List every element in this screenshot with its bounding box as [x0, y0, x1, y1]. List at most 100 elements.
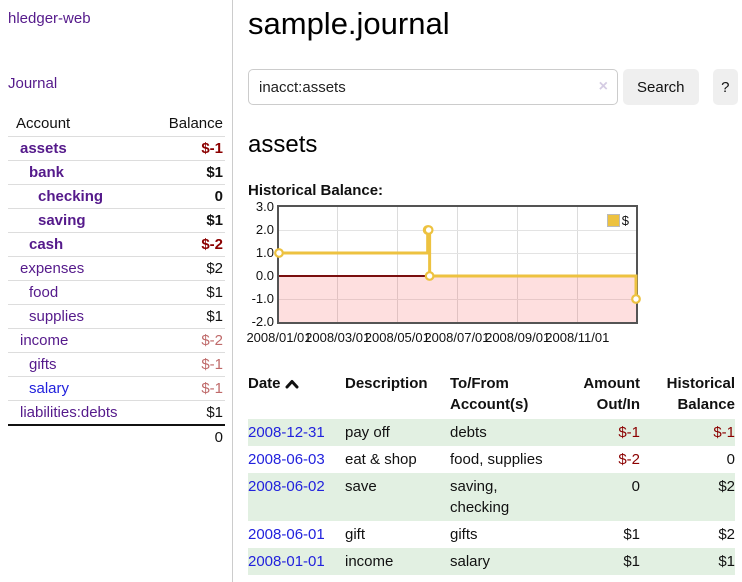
account-row: supplies $1 — [8, 304, 225, 329]
transaction-date-link[interactable]: 2008-12-31 — [248, 424, 325, 441]
x-axis-tick-label: 2008/09/01 — [485, 330, 551, 345]
account-row: checking 0 — [8, 184, 225, 209]
register-row[interactable]: 2008-06-03 eat & shop food, supplies $-2 0 — [248, 446, 735, 473]
transaction-amount: $-2 — [618, 451, 640, 468]
register-row[interactable]: 2008-06-01 gift gifts $1 $2 — [248, 521, 735, 548]
account-balance: $1 — [148, 160, 225, 185]
y-axis-tick-label: 3.0 — [255, 199, 274, 214]
sidebar: hledger-web Journal Account Balance asse… — [0, 0, 233, 582]
transaction-description: pay off — [345, 424, 390, 441]
account-row: food $1 — [8, 280, 225, 305]
register-header-accounts[interactable]: To/From Account(s) — [450, 375, 529, 413]
transaction-description: gift — [345, 526, 366, 543]
account-row: bank $1 — [8, 160, 225, 185]
account-balance: $1 — [148, 208, 225, 233]
account-row: gifts $-1 — [8, 352, 225, 377]
chart-title: Historical Balance: — [248, 182, 384, 199]
account-row: salary $-1 — [8, 376, 225, 401]
chart-data-point — [631, 294, 641, 304]
account-link[interactable]: income — [20, 332, 69, 349]
page-title: sample.journal — [248, 6, 450, 41]
account-link[interactable]: expenses — [20, 260, 85, 277]
x-axis-tick-label: 2008/05/01 — [364, 330, 430, 345]
register-header-description[interactable]: Description — [345, 375, 428, 392]
account-link[interactable]: gifts — [29, 356, 57, 373]
register-table: Date Description To/From Account(s) Amou… — [248, 371, 735, 575]
transaction-accounts: gifts — [450, 526, 478, 543]
transaction-balance: $1 — [718, 553, 735, 570]
register-header-date[interactable]: Date — [248, 371, 345, 419]
account-balance: $1 — [148, 280, 225, 305]
chart-plot-area: $ — [274, 205, 641, 324]
account-balance: $-1 — [148, 352, 225, 377]
sidebar-item-journal[interactable]: Journal — [8, 75, 58, 92]
register-row[interactable]: 2008-12-31 pay off debts $-1 $-1 — [248, 419, 735, 446]
account-link[interactable]: bank — [29, 164, 65, 181]
account-row: saving $1 — [8, 208, 225, 233]
transaction-date-link[interactable]: 2008-06-01 — [248, 526, 325, 543]
historical-balance-chart: $ 3.0 2.0 1.0 0.0 -1.0 -2.0 2008/01/01 2008/03… — [246, 199, 648, 355]
y-axis-tick-label: 0.0 — [255, 268, 274, 283]
accounts-table: Account Balance assets $-1 bank $1 checking 0… — [8, 112, 225, 449]
chart-legend: $ — [606, 213, 629, 228]
accounts-total-value: 0 — [148, 424, 225, 449]
register-row[interactable]: 2008-01-01 income salary $1 $1 — [248, 548, 735, 575]
transaction-date-link[interactable]: 2008-06-02 — [248, 478, 325, 495]
register-header-amount[interactable]: Amount Out/In — [583, 375, 640, 413]
transaction-amount: $1 — [623, 526, 640, 543]
account-link[interactable]: checking — [38, 188, 104, 205]
account-link[interactable]: food — [29, 284, 59, 301]
account-link[interactable]: cash — [29, 236, 64, 253]
legend-label: $ — [621, 213, 629, 228]
register-body: 2008-12-31 pay off debts $-1 $-1 2008-06-03 ea… — [248, 419, 735, 575]
account-link[interactable]: liabilities:debts — [20, 404, 118, 421]
account-heading: assets — [248, 131, 318, 158]
accounts-total-row: 0 — [8, 424, 225, 449]
accounts-header-account: Account — [8, 112, 148, 137]
transaction-amount: 0 — [631, 478, 640, 495]
register-header-balance[interactable]: Historical Balance — [666, 375, 735, 413]
chart-data-point — [423, 225, 434, 235]
account-link[interactable]: supplies — [29, 308, 85, 325]
x-axis-tick-label: 2008/03/01 — [305, 330, 371, 345]
x-axis-tick-label: 2008/07/01 — [424, 330, 490, 345]
account-link[interactable]: assets — [20, 140, 67, 157]
y-axis-tick-label: -1.0 — [251, 291, 274, 306]
transaction-accounts: food, supplies — [450, 451, 543, 468]
x-axis-tick-label: 2008/11/01 — [545, 330, 610, 345]
accounts-header-balance: Balance — [148, 112, 225, 137]
clear-search-icon[interactable]: × — [598, 78, 608, 95]
account-row: assets $-1 — [8, 137, 225, 161]
chart-series-line — [274, 225, 641, 304]
y-axis-tick-label: -2.0 — [251, 314, 274, 329]
app-title-link[interactable]: hledger-web — [8, 10, 91, 27]
account-balance: $-1 — [148, 376, 225, 401]
transaction-balance: $-1 — [713, 424, 735, 441]
register-row[interactable]: 2008-06-02 save saving, checking 0 $2 — [248, 473, 735, 521]
help-button[interactable]: ? — [712, 69, 738, 105]
account-row: income $-2 — [8, 328, 225, 353]
account-balance: $1 — [148, 400, 225, 425]
transaction-date-link[interactable]: 2008-06-03 — [248, 451, 325, 468]
account-link[interactable]: saving — [38, 212, 86, 229]
chart-data-point — [274, 248, 284, 258]
account-balance: $1 — [148, 304, 225, 329]
chart-data-point — [424, 271, 435, 281]
transaction-balance: 0 — [726, 451, 735, 468]
y-axis-tick-label: 1.0 — [255, 245, 274, 260]
search-form: × Search ? — [248, 69, 738, 105]
search-button[interactable]: Search — [623, 69, 699, 105]
account-balance: $2 — [148, 256, 225, 281]
account-balance: 0 — [148, 184, 225, 209]
account-balance: $-1 — [201, 140, 223, 157]
transaction-balance: $2 — [718, 478, 735, 495]
transaction-balance: $2 — [718, 526, 735, 543]
chart-negative-region — [279, 276, 636, 322]
account-row: liabilities:debts $1 — [8, 400, 225, 425]
account-row: expenses $2 — [8, 256, 225, 281]
account-link[interactable]: salary — [29, 380, 70, 397]
transaction-accounts: debts — [450, 424, 487, 441]
search-input[interactable] — [248, 69, 618, 105]
account-row: cash $-2 — [8, 232, 225, 257]
transaction-date-link[interactable]: 2008-01-01 — [248, 553, 325, 570]
